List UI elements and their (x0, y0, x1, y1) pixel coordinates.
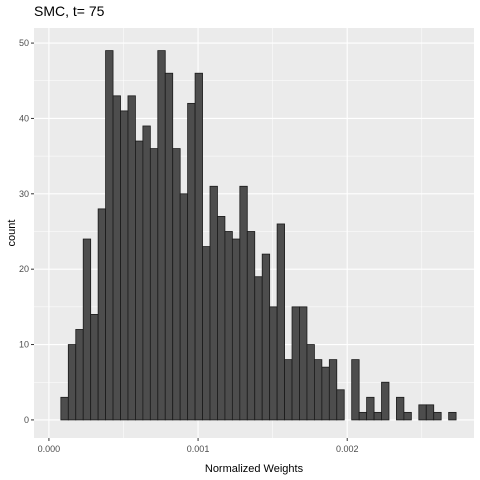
histogram-bar (246, 231, 256, 421)
histogram-bar (261, 253, 271, 421)
histogram-bar (269, 306, 278, 421)
x-tick-label: 0.001 (187, 444, 210, 454)
histogram-bar (217, 216, 226, 421)
histogram-bar (373, 411, 382, 421)
y-tick-label: 0 (24, 415, 29, 425)
y-tick-label: 20 (19, 264, 29, 274)
chart-title: SMC, t= 75 (34, 3, 105, 19)
histogram-bar (284, 359, 293, 421)
histogram-bar (314, 359, 323, 421)
histogram-bar (448, 411, 457, 421)
histogram-bar (172, 148, 181, 421)
histogram-bar (306, 344, 315, 421)
histogram-bar (336, 389, 345, 421)
histogram-bar (187, 102, 196, 421)
histogram-bar (67, 344, 77, 421)
x-axis-title: Normalized Weights (205, 463, 304, 475)
histogram-bar (381, 381, 390, 421)
y-tick-label: 40 (19, 113, 29, 123)
histogram-bar (366, 396, 375, 421)
histogram-bar (209, 185, 218, 421)
histogram-bar (321, 366, 330, 421)
histogram-bar (239, 185, 248, 421)
histogram-bars (60, 50, 457, 421)
histogram-bar (127, 95, 136, 421)
histogram-bar (97, 208, 106, 421)
histogram-bar (254, 276, 263, 421)
histogram-bar (433, 411, 442, 421)
histogram-bar (112, 95, 121, 421)
histogram-bar (60, 396, 69, 421)
histogram-bar (328, 359, 338, 421)
histogram-bar (75, 329, 84, 421)
histogram-bar (351, 359, 360, 421)
x-tick-label: 0.002 (336, 444, 359, 454)
histogram-bar (299, 306, 308, 421)
histogram-bar (179, 193, 189, 421)
histogram-bar (403, 411, 412, 421)
histogram-bar (82, 238, 92, 421)
histogram-bar (142, 125, 151, 421)
histogram-bar (135, 140, 144, 421)
histogram-bar (90, 313, 99, 421)
histogram-bar (202, 246, 211, 421)
histogram-bar (149, 148, 159, 421)
histogram-bar (425, 404, 435, 421)
y-axis: 0 10 20 30 40 50 (19, 38, 34, 425)
histogram-bar (224, 231, 233, 421)
y-tick-label: 10 (19, 340, 29, 350)
x-axis: 0.000 0.001 0.002 (38, 438, 359, 454)
x-tick-label: 0.000 (38, 444, 61, 454)
histogram-bar (276, 223, 285, 421)
histogram-bar (291, 306, 300, 421)
y-tick-label: 50 (19, 38, 29, 48)
histogram-bar (231, 238, 241, 421)
histogram-bar (418, 404, 427, 421)
y-axis-title: count (6, 220, 18, 247)
histogram-bar (157, 50, 166, 421)
histogram-bar (105, 50, 114, 421)
histogram-bar (396, 396, 405, 421)
histogram-bar (164, 72, 174, 421)
histogram-bar (120, 110, 129, 421)
histogram-bar (194, 72, 203, 421)
histogram-bar (358, 411, 368, 421)
y-tick-label: 30 (19, 189, 29, 199)
